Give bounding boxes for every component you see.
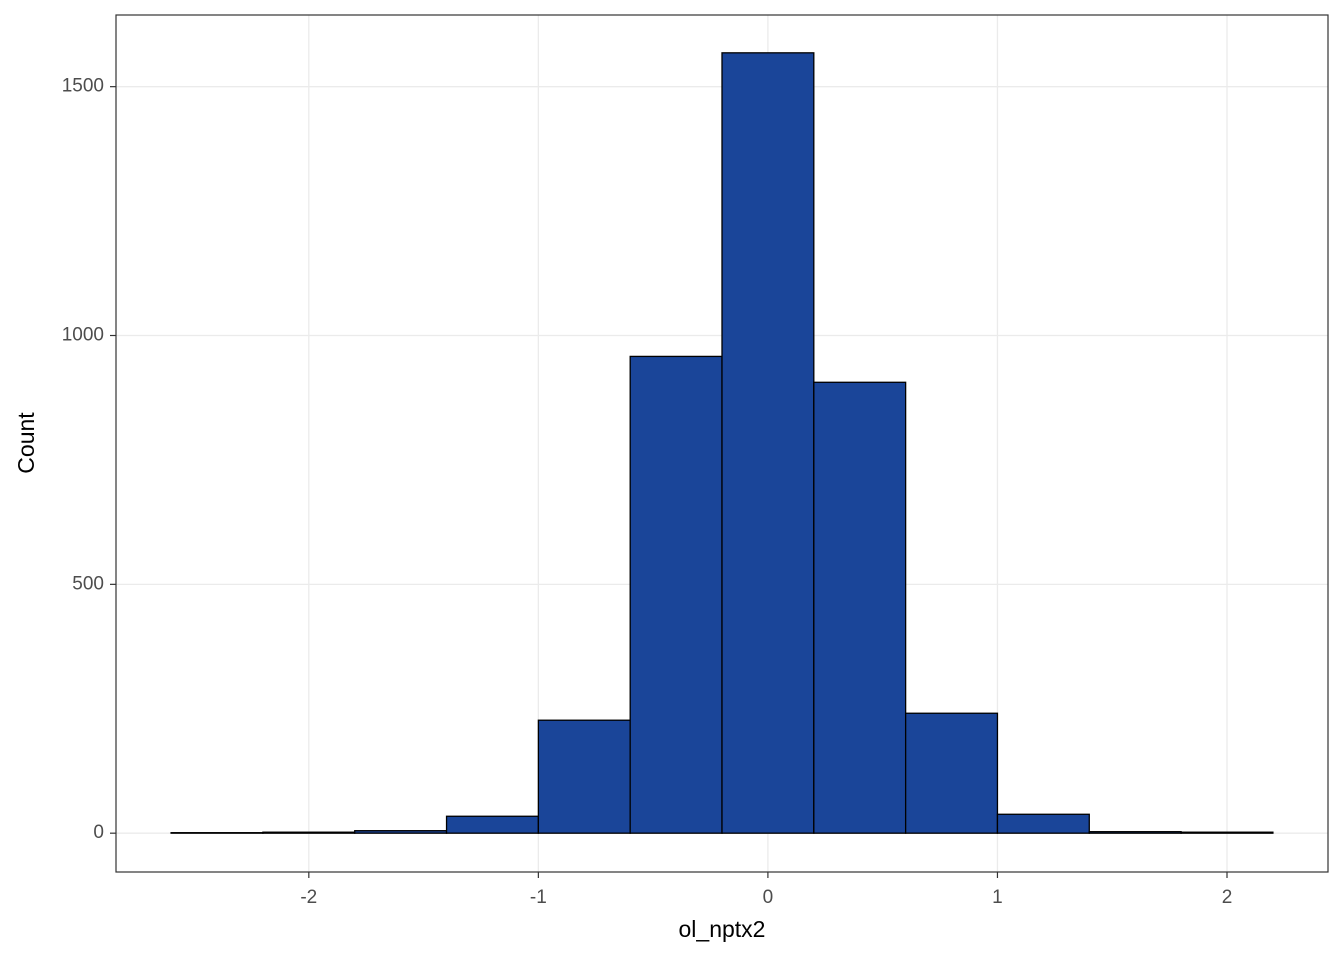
y-tick-label: 1000 xyxy=(62,325,104,346)
bar xyxy=(813,381,907,834)
x-tick-label: -1 xyxy=(530,887,547,908)
bar xyxy=(537,719,631,834)
axes: -2 -1 0 1 2 0 500 1000 1500 xyxy=(62,76,1233,908)
x-tick-label: 2 xyxy=(1222,887,1233,908)
bar xyxy=(445,815,540,834)
bar xyxy=(629,355,723,834)
panel-border xyxy=(115,14,1329,873)
y-tick-label: 500 xyxy=(72,573,104,594)
x-tick-label: -2 xyxy=(300,887,317,908)
y-tick-label: 0 xyxy=(93,822,104,843)
bars xyxy=(170,52,1274,834)
bar xyxy=(354,830,448,834)
bar xyxy=(721,52,815,834)
bar xyxy=(262,831,356,834)
bar xyxy=(1088,831,1182,834)
bar xyxy=(996,813,1090,834)
bar xyxy=(1180,831,1274,834)
x-tick-label: 0 xyxy=(763,887,774,908)
y-axis-title: Count xyxy=(13,412,39,474)
y-tick-label: 1500 xyxy=(62,76,104,97)
x-axis-title: ol_nptx2 xyxy=(679,916,766,942)
bar xyxy=(904,712,999,834)
x-tick-label: 1 xyxy=(992,887,1003,908)
